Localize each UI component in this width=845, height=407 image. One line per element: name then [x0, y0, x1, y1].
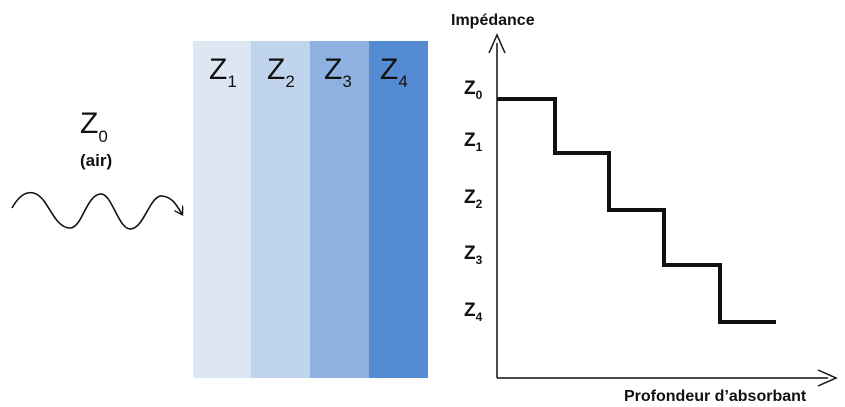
medium-note: (air)	[80, 151, 112, 170]
layer-4	[369, 41, 428, 378]
level-label-2: Z2	[464, 187, 483, 211]
layer-labels: Z1 Z2 Z3 Z4	[209, 53, 408, 91]
layer-label-2: Z2	[267, 53, 295, 91]
medium-index: 0	[98, 127, 107, 146]
layer-label-1: Z1	[209, 53, 237, 91]
level-label-3: Z3	[464, 243, 483, 267]
level-label-1: Z1	[464, 130, 483, 154]
layer-1	[193, 41, 251, 378]
layer-2	[251, 41, 310, 378]
y-axis-arrowhead	[488, 33, 506, 54]
level-label-4: Z4	[464, 300, 483, 324]
x-axis-arrowhead	[817, 369, 838, 387]
medium-symbol: Z	[80, 107, 98, 140]
level-label-0: Z0	[464, 78, 483, 102]
layer-3	[310, 41, 369, 378]
svg-text:Z0: Z0	[80, 107, 108, 146]
y-axis-title: Impédance	[451, 12, 535, 29]
layer-label-4: Z4	[380, 53, 408, 91]
incident-wave	[11, 191, 182, 230]
impedance-graph: Impédance Profondeur d’absorbant Z0 Z1 Z…	[451, 12, 838, 405]
layer-label-3: Z3	[324, 53, 352, 91]
absorber-layers	[193, 41, 428, 378]
incident-medium-label: Z0 (air)	[80, 107, 112, 170]
x-axis-title: Profondeur d’absorbant	[624, 388, 807, 405]
impedance-staircase	[497, 97, 776, 324]
